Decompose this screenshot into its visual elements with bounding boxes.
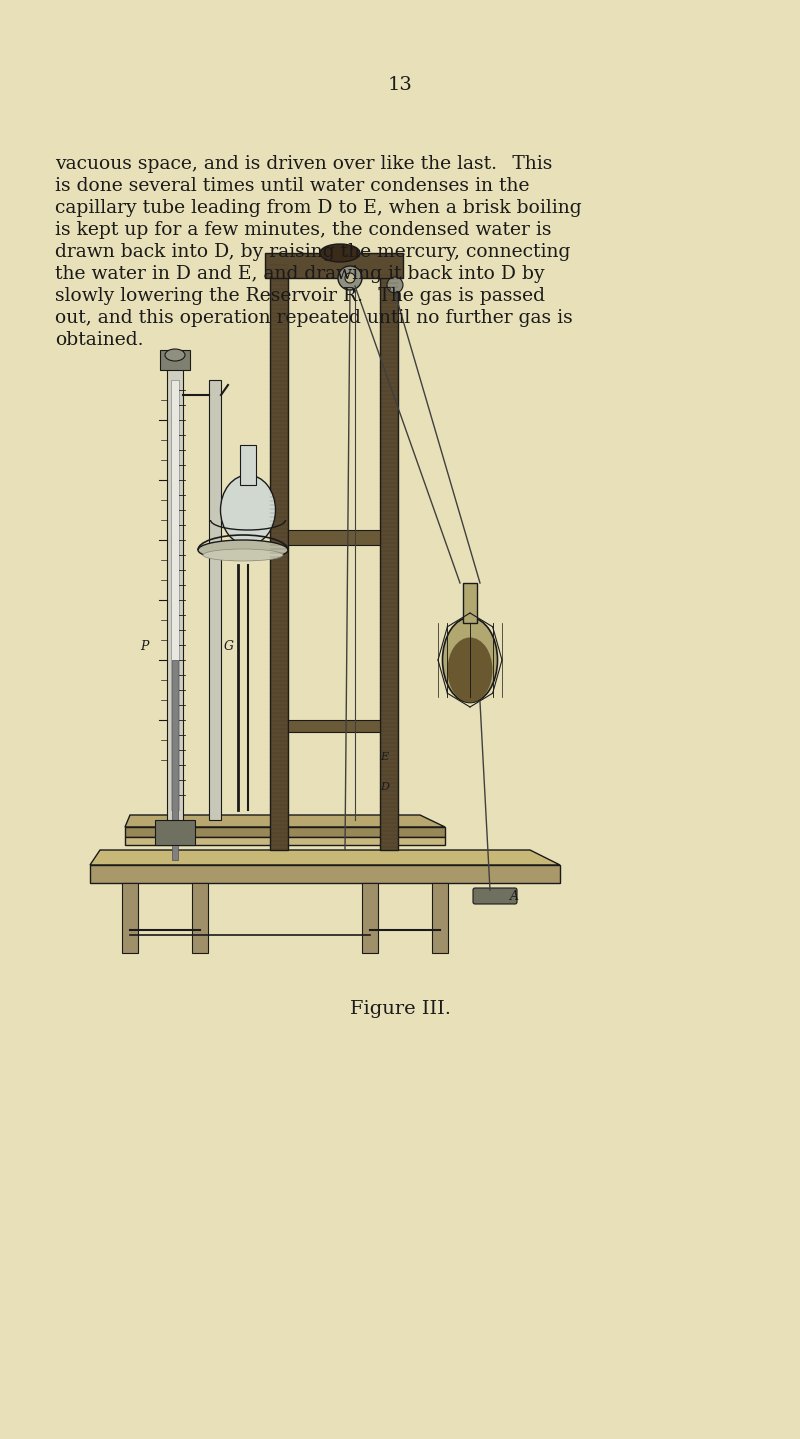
Text: 13: 13 xyxy=(387,76,413,94)
Text: is kept up for a few minutes, the condensed water is: is kept up for a few minutes, the conden… xyxy=(55,222,551,239)
Bar xyxy=(172,661,178,861)
Ellipse shape xyxy=(442,617,498,702)
Text: capillary tube leading from D to E, when a brisk boiling: capillary tube leading from D to E, when… xyxy=(55,199,582,217)
Bar xyxy=(240,445,256,485)
Text: is done several times until water condenses in the: is done several times until water conden… xyxy=(55,177,530,196)
Circle shape xyxy=(338,266,362,291)
Polygon shape xyxy=(125,814,445,827)
Ellipse shape xyxy=(320,245,360,262)
Bar xyxy=(192,884,208,953)
Text: drawn back into D, by raising the mercury, connecting: drawn back into D, by raising the mercur… xyxy=(55,243,570,260)
Polygon shape xyxy=(125,827,445,837)
Bar xyxy=(265,253,403,278)
Ellipse shape xyxy=(221,475,275,545)
Ellipse shape xyxy=(165,350,185,361)
Bar xyxy=(380,275,398,850)
Text: A: A xyxy=(510,889,519,904)
Text: slowly lowering the Reservoir R.  The gas is passed: slowly lowering the Reservoir R. The gas… xyxy=(55,286,545,305)
Text: P: P xyxy=(140,640,148,653)
Bar xyxy=(155,820,195,845)
Polygon shape xyxy=(90,850,560,865)
Text: G: G xyxy=(224,640,234,653)
Bar xyxy=(288,720,380,732)
Text: Figure III.: Figure III. xyxy=(350,1000,450,1017)
Ellipse shape xyxy=(198,540,288,560)
FancyBboxPatch shape xyxy=(473,888,517,904)
Circle shape xyxy=(345,273,355,283)
Circle shape xyxy=(387,276,403,294)
Text: out, and this operation repeated until no further gas is: out, and this operation repeated until n… xyxy=(55,309,573,327)
Text: E: E xyxy=(380,753,388,763)
Bar xyxy=(463,583,477,623)
Ellipse shape xyxy=(203,550,283,561)
Bar xyxy=(160,350,190,370)
Bar xyxy=(270,265,288,850)
Ellipse shape xyxy=(447,637,493,702)
Text: the water in D and E, and drawing it back into D by: the water in D and E, and drawing it bac… xyxy=(55,265,545,283)
Bar xyxy=(122,884,138,953)
Bar xyxy=(362,884,378,953)
Bar xyxy=(432,884,448,953)
Bar xyxy=(288,530,380,545)
Text: D: D xyxy=(380,781,389,791)
Polygon shape xyxy=(125,837,445,845)
Bar xyxy=(209,380,221,820)
Bar xyxy=(167,360,183,830)
Text: vacuous space, and is driven over like the last.  This: vacuous space, and is driven over like t… xyxy=(55,155,552,173)
Text: obtained.: obtained. xyxy=(55,331,143,350)
Bar xyxy=(171,380,179,810)
Polygon shape xyxy=(90,865,560,884)
